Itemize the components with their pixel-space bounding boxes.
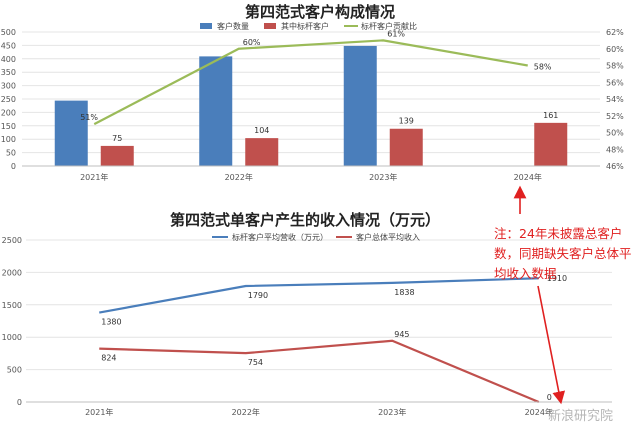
chart1-ytick-left: 100 — [1, 135, 16, 144]
chart1-ytick-left: 50 — [6, 149, 16, 158]
chart2-xtick: 2024年 — [525, 407, 553, 417]
chart2-ytick: 2500 — [2, 236, 22, 245]
chart1-ytick-left: 500 — [1, 28, 16, 37]
chart2-line-label: 945 — [394, 330, 409, 339]
chart1-ytick-left: 300 — [1, 82, 16, 91]
chart2-line-label: 1838 — [394, 288, 414, 297]
chart2-line-label: 1910 — [547, 274, 567, 283]
chart1-ytick-left: 0 — [11, 162, 16, 171]
chart1-ytick-left: 350 — [1, 68, 16, 77]
chart1-xtick: 2022年 — [225, 172, 253, 182]
chart2-data-labels: 1380 1790 1838 1910 824 754 945 0 — [101, 274, 567, 402]
chart1-legend-label: 标杆客户贡献比 — [361, 21, 417, 31]
chart1-xtick: 2023年 — [369, 172, 397, 182]
chart2-ytick: 500 — [7, 366, 22, 375]
chart2-ytick: 1500 — [2, 301, 22, 310]
chart1-bars — [54, 45, 568, 166]
chart2-ytick: 0 — [17, 398, 22, 407]
annotation-note: 注：24年未披露总客户 数，同期缺失客户总体平 均收入数据 — [494, 185, 632, 405]
chart1-line-label: 61% — [387, 29, 405, 38]
chart2-xtick: 2022年 — [232, 407, 260, 417]
chart1-legend-label: 其中标杆客户 — [281, 21, 329, 31]
chart1-xtick: 2021年 — [80, 172, 108, 182]
chart1-bar-label: 75 — [112, 134, 122, 143]
chart2-line-label: 1380 — [101, 318, 121, 327]
chart1-bar-label: 104 — [254, 126, 269, 135]
chart1-line-label: 60% — [243, 38, 261, 47]
chart1-ytick-right: 54% — [606, 95, 624, 104]
chart2-line-label: 754 — [248, 358, 263, 367]
note-line-3: 均收入数据 — [494, 266, 557, 281]
chart1-legend-swatch — [264, 23, 276, 29]
chart1-ytick-right: 58% — [606, 62, 624, 71]
chart1-line-contribution — [93, 39, 528, 126]
chart1-ytick-left: 400 — [1, 55, 16, 64]
chart1-ytick-left: 450 — [1, 41, 16, 50]
chart2-line-label: 1790 — [248, 291, 268, 300]
chart1-ytick-left: 150 — [1, 122, 16, 131]
chart2-line-label: 824 — [101, 354, 116, 363]
chart1-bar-benchmark — [100, 145, 134, 166]
chart1-data-labels: 75 104 139 161 51% 60% 61% 58% — [80, 29, 558, 143]
revenue-per-customer-chart: 第四范式单客户产生的收入情况（万元） 1380 1790 1838 1910 824 75… — [2, 211, 612, 417]
chart1-ytick-right: 46% — [606, 162, 624, 171]
chart1-title: 第四范式客户构成情况 — [245, 3, 395, 21]
chart1-ytick-right: 62% — [606, 28, 624, 37]
chart2-line-overall-revenue — [99, 339, 540, 404]
chart1-ytick-right: 52% — [606, 112, 624, 121]
chart1-line-label: 58% — [534, 63, 552, 72]
chart2-lines — [99, 277, 540, 404]
chart2-title: 第四范式单客户产生的收入情况（万元） — [170, 211, 440, 229]
chart2-ytick: 2000 — [2, 268, 22, 277]
chart1-ytick-right: 48% — [606, 145, 624, 154]
note-line-1: 注：24年未披露总客户 — [494, 226, 622, 241]
chart1-bar-customers — [343, 45, 377, 166]
chart2-line-label: 0 — [547, 393, 552, 402]
chart1-legend: 客户数量 其中标杆客户 标杆客户贡献比 — [200, 21, 417, 31]
chart1-bar-benchmark — [534, 122, 568, 166]
chart2-legend-label: 客户总体平均收入 — [356, 232, 420, 242]
chart1-bar-customers — [199, 56, 233, 166]
chart2-xtick: 2021年 — [85, 407, 113, 417]
chart2-xtick: 2023年 — [378, 407, 406, 417]
note-arrow-down — [537, 285, 566, 405]
chart1-ytick-right: 50% — [606, 129, 624, 138]
chart1-line — [93, 39, 528, 126]
customer-composition-chart: 第四范式客户构成情况 75 104 139 161 51% 60% 61% 58% 0 50 10… — [1, 3, 624, 182]
chart1-ytick-left: 200 — [1, 108, 16, 117]
chart1-line-label: 51% — [80, 113, 98, 122]
chart1-ytick-left: 250 — [1, 95, 16, 104]
chart2-axes: 0 500 1000 1500 2000 2500 2021年 2022年 2023年 2024年 — [2, 236, 612, 417]
chart1-bar-benchmark — [389, 128, 423, 166]
chart1-axes: 0 50 100 150 200 250 300 350 400 450 500 46% 48% 50% 5… — [1, 28, 624, 182]
chart1-legend-label: 客户数量 — [217, 21, 249, 31]
chart1-xtick: 2024年 — [514, 172, 542, 182]
chart1-bar-customers — [54, 100, 88, 166]
chart2-legend-label: 标杆客户平均营收（万元） — [232, 232, 328, 242]
chart1-bar-benchmark — [245, 138, 279, 166]
chart1-bar-label: 139 — [399, 117, 414, 126]
chart2-line-benchmark-revenue — [99, 277, 539, 314]
watermark: 新浪研究院 — [548, 408, 613, 424]
chart2-ytick: 1000 — [2, 333, 22, 342]
chart1-ytick-right: 60% — [606, 45, 624, 54]
note-line-2: 数，同期缺失客户总体平 — [494, 246, 632, 261]
chart1-ytick-right: 56% — [606, 78, 624, 87]
chart1-legend-swatch — [200, 23, 212, 29]
chart1-bar-label: 161 — [543, 111, 558, 120]
chart2-legend: 标杆客户平均营收（万元） 客户总体平均收入 — [212, 232, 420, 242]
